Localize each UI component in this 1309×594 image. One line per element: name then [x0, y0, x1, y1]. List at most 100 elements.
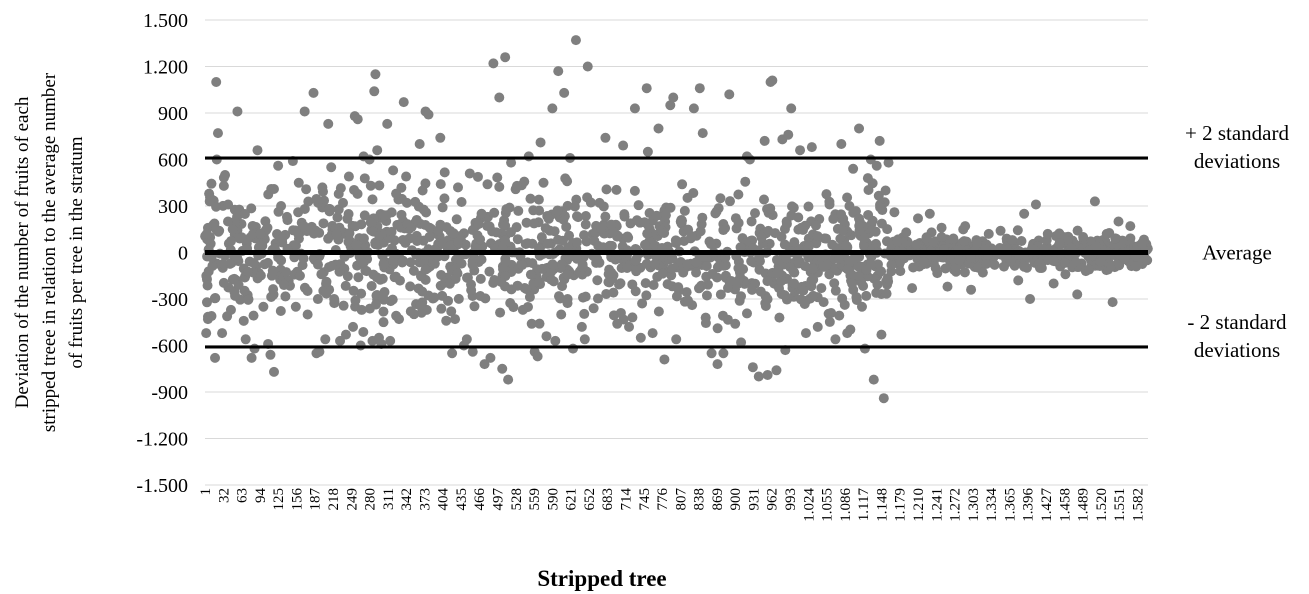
data-point [668, 92, 679, 103]
data-point [358, 327, 369, 338]
data-point [365, 217, 376, 228]
data-point [840, 240, 851, 251]
data-point [260, 216, 271, 227]
data-point [693, 283, 704, 294]
data-point [392, 219, 403, 230]
data-point [688, 188, 699, 199]
data-point [492, 172, 503, 183]
data-points [200, 35, 1153, 404]
data-point [756, 232, 767, 243]
data-point [667, 263, 678, 274]
data-point [218, 258, 229, 269]
data-point [607, 227, 618, 238]
data-point [624, 321, 635, 332]
data-point [401, 171, 412, 182]
data-point [414, 139, 425, 149]
data-point [276, 201, 287, 211]
data-point [798, 224, 809, 235]
x-tick-label: 1.086 [838, 488, 854, 522]
data-point [677, 179, 688, 190]
data-point [294, 270, 305, 281]
data-point [580, 210, 591, 221]
x-tick-label: 342 [399, 488, 415, 511]
data-point [715, 289, 726, 300]
data-point [500, 220, 511, 231]
data-point [335, 335, 346, 346]
data-point [499, 235, 510, 246]
data-point [800, 261, 811, 272]
data-point [678, 267, 689, 278]
x-tick-label: 63 [235, 488, 251, 503]
data-point [476, 254, 487, 265]
data-point [1013, 275, 1024, 286]
data-point [557, 235, 568, 246]
data-point [642, 146, 653, 157]
x-tick-label: 776 [655, 488, 671, 511]
data-point [540, 223, 551, 234]
data-point [562, 176, 573, 187]
data-point [710, 208, 721, 219]
data-point [886, 259, 897, 270]
data-point [677, 215, 688, 226]
data-point [1089, 196, 1100, 207]
data-point [697, 212, 708, 223]
data-point [1007, 235, 1018, 246]
data-point [408, 265, 419, 276]
x-tick-label: 280 [363, 488, 379, 511]
x-tick-label: 125 [271, 488, 287, 511]
x-tick-label: 1 [198, 488, 214, 496]
data-point [378, 259, 389, 270]
data-point [803, 201, 814, 212]
data-point [257, 240, 268, 251]
data-point [812, 231, 823, 242]
data-point [738, 264, 749, 275]
data-point [329, 294, 340, 304]
data-point [859, 233, 870, 244]
data-point [701, 290, 712, 301]
data-point [338, 197, 348, 208]
data-point [754, 252, 765, 263]
data-point [223, 199, 234, 210]
data-point [340, 280, 351, 291]
data-point [671, 334, 682, 345]
data-point [882, 224, 893, 235]
data-point [508, 302, 519, 313]
x-tick-label: 32 [216, 488, 232, 503]
data-point [302, 309, 313, 320]
data-point [837, 293, 848, 304]
data-point [1110, 233, 1121, 244]
data-point [627, 312, 638, 323]
data-point [201, 297, 212, 308]
data-point [724, 89, 735, 100]
data-point [388, 165, 399, 176]
data-point [981, 258, 992, 269]
data-point [201, 328, 212, 339]
data-point [642, 228, 653, 239]
data-point [258, 301, 269, 312]
data-point [577, 261, 588, 272]
data-point [374, 230, 385, 241]
data-point [596, 223, 607, 234]
data-point [394, 314, 405, 325]
data-point [456, 196, 467, 207]
data-point [697, 128, 708, 139]
data-point [371, 272, 382, 283]
data-point [750, 208, 761, 219]
data-point [546, 274, 557, 285]
data-point [542, 238, 553, 249]
data-point [314, 227, 325, 238]
data-point [206, 311, 217, 322]
data-point [534, 276, 545, 287]
data-point [593, 240, 604, 251]
data-point [466, 285, 477, 296]
data-point [861, 290, 872, 301]
data-point [671, 291, 682, 302]
data-point [788, 265, 799, 276]
x-tick-label: 931 [746, 488, 762, 511]
data-point [871, 160, 882, 171]
x-tick-label: 497 [491, 488, 507, 511]
data-point [435, 219, 446, 230]
data-point [875, 202, 886, 213]
data-point [700, 312, 711, 323]
x-tick-label: 187 [308, 488, 324, 511]
